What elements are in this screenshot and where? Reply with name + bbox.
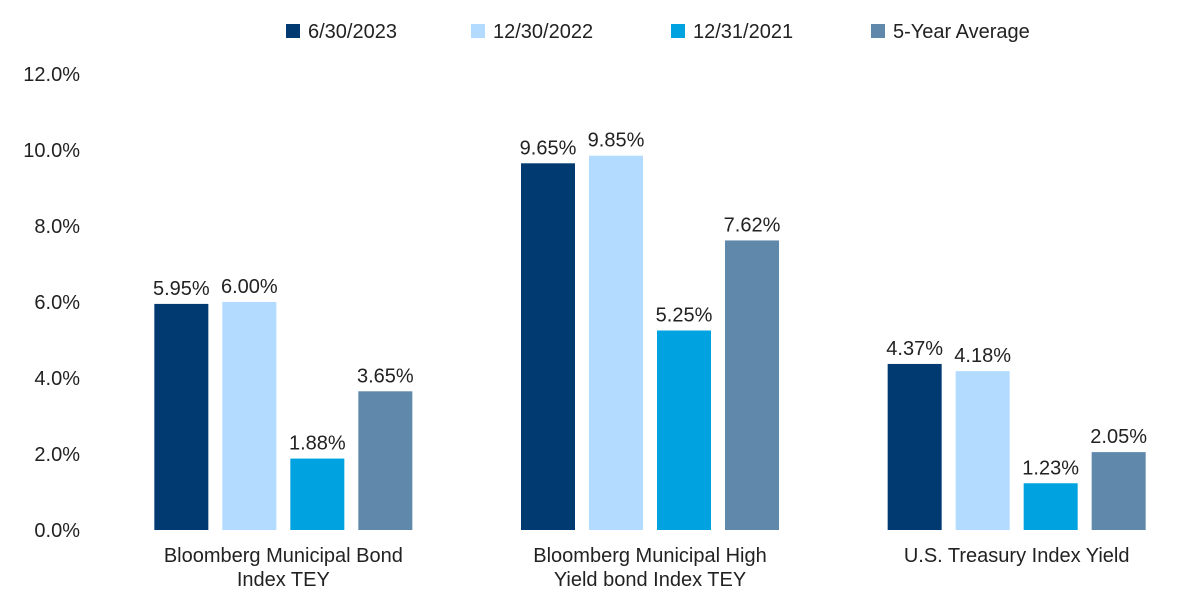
data-label: 9.65%: [520, 137, 577, 159]
bar: [358, 391, 413, 530]
data-label: 5.25%: [656, 305, 713, 327]
data-label: 6.00%: [221, 276, 278, 298]
data-label: 9.85%: [588, 130, 645, 152]
y-axis: 0.0% 2.0% 4.0% 6.0% 8.0% 10.0% 12.0%: [23, 64, 80, 542]
y-tick-label: 12.0%: [23, 64, 80, 86]
category-label: U.S. Treasury Index Yield: [904, 545, 1130, 567]
bar: [521, 163, 575, 531]
data-label: 1.88%: [289, 433, 346, 455]
y-tick-label: 2.0%: [34, 444, 80, 466]
legend-label: 12/31/2021: [693, 21, 793, 43]
y-tick-label: 8.0%: [34, 216, 80, 238]
data-label: 2.05%: [1090, 426, 1147, 448]
bar: [657, 330, 711, 530]
bar: [955, 371, 1010, 530]
data-label: 7.62%: [724, 214, 781, 236]
legend: 6/30/2023 12/30/2022 12/31/2021 5-Year Aver…: [286, 21, 1030, 43]
bar: [154, 303, 209, 530]
legend-swatch: [471, 24, 485, 38]
bar: [1023, 483, 1078, 530]
legend-label: 5-Year Average: [893, 21, 1030, 43]
data-labels: 5.95% 6.00% 1.88% 3.65% 9.65% 9.85% 5.25% 7.62%…: [153, 130, 1147, 480]
data-label: 5.95%: [153, 278, 210, 300]
y-tick-label: 10.0%: [23, 140, 80, 162]
legend-swatch: [286, 24, 300, 38]
category-label: Bloomberg Municipal High: [533, 545, 766, 567]
bar: [290, 458, 345, 530]
data-label: 4.37%: [886, 338, 943, 360]
data-label: 1.23%: [1022, 457, 1079, 479]
category-label: Bloomberg Municipal Bond: [164, 545, 403, 567]
legend-label: 12/30/2022: [493, 21, 593, 43]
category-label: Yield bond Index TEY: [554, 569, 746, 591]
bar: [725, 240, 779, 530]
bar: [589, 155, 643, 530]
legend-swatch: [671, 24, 685, 38]
bar: [1091, 452, 1146, 530]
y-tick-label: 4.0%: [34, 368, 80, 390]
bar: [887, 363, 942, 530]
data-label: 3.65%: [357, 365, 414, 387]
legend-swatch: [871, 24, 885, 38]
y-tick-label: 6.0%: [34, 292, 80, 314]
y-tick-label: 0.0%: [34, 520, 80, 542]
bars: [154, 155, 1146, 531]
legend-label: 6/30/2023: [308, 21, 397, 43]
bar: [222, 302, 277, 530]
data-label: 4.18%: [954, 345, 1011, 367]
category-label: Index TEY: [237, 569, 330, 591]
